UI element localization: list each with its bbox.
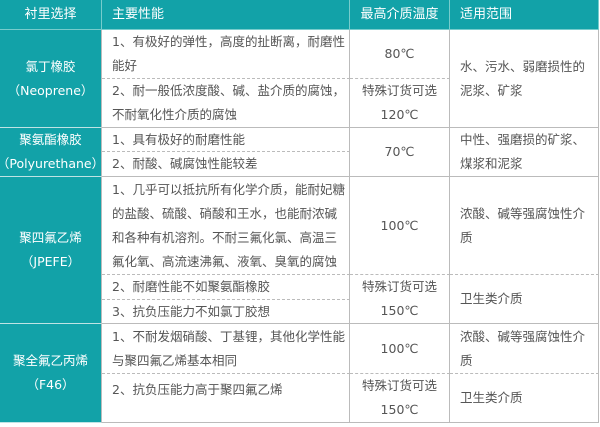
props-cell: 2、抗负压能力高于聚四氟乙烯: [102, 374, 350, 423]
column-header: 适用范围: [450, 0, 599, 30]
column-header: 主要性能: [102, 0, 350, 30]
scope-cell: 水、污水、弱磨损性的 泥浆、矿浆: [450, 30, 599, 128]
lining-cell: 聚全氟乙丙烯 （F46）: [0, 324, 102, 423]
temp-cell: 特殊订货可选 120℃: [350, 79, 450, 128]
cell-text: 聚氨酯橡胶: [19, 132, 82, 147]
cell-text: 水、污水、弱磨损性的: [460, 58, 586, 74]
cell-text: 2、耐酸、碱腐蚀性能较差: [112, 156, 258, 171]
cell-text: 2、抗负压能力高于聚四氟乙烯: [112, 382, 283, 397]
column-header: 最高介质温度: [350, 0, 450, 30]
cell-text: 浓酸、碱等强腐蚀性介: [460, 328, 586, 344]
temp-cell: 100℃: [350, 177, 450, 275]
props-cell: 3、抗负压能力不如氯丁胶想: [102, 300, 350, 324]
props-cell: 2、耐一般低浓度酸、碱、盐介质的腐蚀， 不耐氧化性介质的腐蚀: [102, 79, 350, 128]
scope-cell: 浓酸、碱等强腐蚀性介质: [450, 177, 599, 275]
cell-text: 质: [460, 229, 473, 245]
cell-text: 氯丁橡胶: [25, 58, 76, 74]
cell-text: 80℃: [384, 46, 415, 61]
cell-text: 1、具有极好的耐磨性能: [112, 131, 245, 147]
temp-cell: 特殊订货可选 150℃: [350, 374, 450, 423]
cell-text: 120℃: [380, 107, 419, 122]
scope-cell: 卫生类介质: [450, 275, 599, 324]
cell-text: 1、有极好的弹性，高度的扯断离，耐磨性: [112, 34, 345, 49]
props-cell: 1、几乎可以抵抗所有化学介质，能耐妃糖 的盐酸、硫酸、硝酸和王水，也能耐浓碱 和各种…: [102, 177, 350, 275]
cell-text: 特殊订货可选: [361, 83, 437, 98]
props-cell: 1、有极好的弹性，高度的扯断离，耐磨性 能好: [102, 30, 350, 79]
cell-text: 浓酸、碱等强腐蚀性介: [460, 205, 586, 221]
cell-text: 质: [460, 352, 473, 368]
cell-text: 1、几乎可以抵抗所有化学介质，能耐妃糖: [112, 181, 345, 197]
cell-text: 和各种有机溶剂。不耐三氟化氯、高温三: [112, 229, 338, 245]
temp-cell: 特殊订货可选 150℃: [350, 275, 450, 324]
cell-text: 2、耐一般低浓度酸、碱、盐介质的腐蚀，: [112, 83, 345, 98]
props-cell: 2、耐磨性能不如聚氨酯橡胶: [102, 275, 350, 300]
cell-text: 150℃: [380, 303, 419, 318]
lining-cell: 聚氨酯橡胶 （Polyurethane）: [0, 128, 105, 177]
lining-cell: 聚四氟乙烯 （JPEFE）: [0, 177, 102, 324]
cell-text: 泥浆、矿浆: [460, 82, 523, 98]
temp-cell: 80℃: [350, 30, 450, 79]
cell-text: （F46）: [26, 377, 75, 392]
cell-text: 煤浆和泥浆: [460, 156, 523, 171]
column-header: 衬里选择: [0, 0, 102, 30]
cell-text: 100℃: [380, 340, 419, 356]
props-cell: 1、具有极好的耐磨性能: [102, 128, 350, 152]
cell-text: 1、不耐发烟硝酸、丁基锂，其他化学性能: [112, 328, 345, 344]
cell-text: 卫生类介质: [460, 390, 523, 405]
cell-text: 与聚四氟乙烯基本相同: [112, 352, 238, 368]
cell-text: 聚全氟乙丙烯: [12, 353, 88, 368]
cell-text: 卫生类介质: [460, 291, 523, 306]
cell-text: （Neoprene）: [7, 82, 94, 98]
cell-text: 3、抗负压能力不如氯丁胶想: [112, 303, 270, 319]
temp-cell: 70℃: [350, 128, 450, 177]
cell-text: （JPEFE）: [20, 254, 81, 269]
cell-text: 100℃: [380, 217, 419, 233]
cell-text: 70℃: [384, 144, 415, 159]
cell-text: 不耐氧化性介质的腐蚀: [112, 107, 238, 122]
cell-text: 特殊订货可选: [361, 378, 437, 393]
cell-text: 特殊订货可选: [361, 279, 437, 294]
scope-cell: 浓酸、碱等强腐蚀性介质: [450, 324, 599, 374]
cell-text: （Polyurethane）: [0, 156, 105, 171]
cell-text: 150℃: [380, 402, 419, 417]
cell-text: 的盐酸、硫酸、硝酸和王水，也能耐浓碱: [112, 205, 338, 221]
scope-cell: 卫生类介质: [450, 374, 599, 423]
cell-text: 2、耐磨性能不如聚氨酯橡胶: [112, 279, 270, 294]
cell-text: 聚四氟乙烯: [19, 230, 82, 245]
cell-text: 氟化氧、高流速沸氟、液氧、臭氧的腐蚀: [112, 253, 338, 269]
lining-cell: 氯丁橡胶 （Neoprene）: [0, 30, 102, 128]
cell-text: 能好: [112, 58, 138, 73]
temp-cell: 100℃: [350, 324, 450, 374]
props-cell: 2、耐酸、碱腐蚀性能较差: [102, 152, 350, 177]
cell-text: 中性、强磨损的矿浆、: [460, 132, 586, 147]
props-cell: 1、不耐发烟硝酸、丁基锂，其他化学性能 与聚四氟乙烯基本相同: [102, 324, 350, 374]
scope-cell: 中性、强磨损的矿浆、 煤浆和泥浆: [450, 128, 599, 177]
